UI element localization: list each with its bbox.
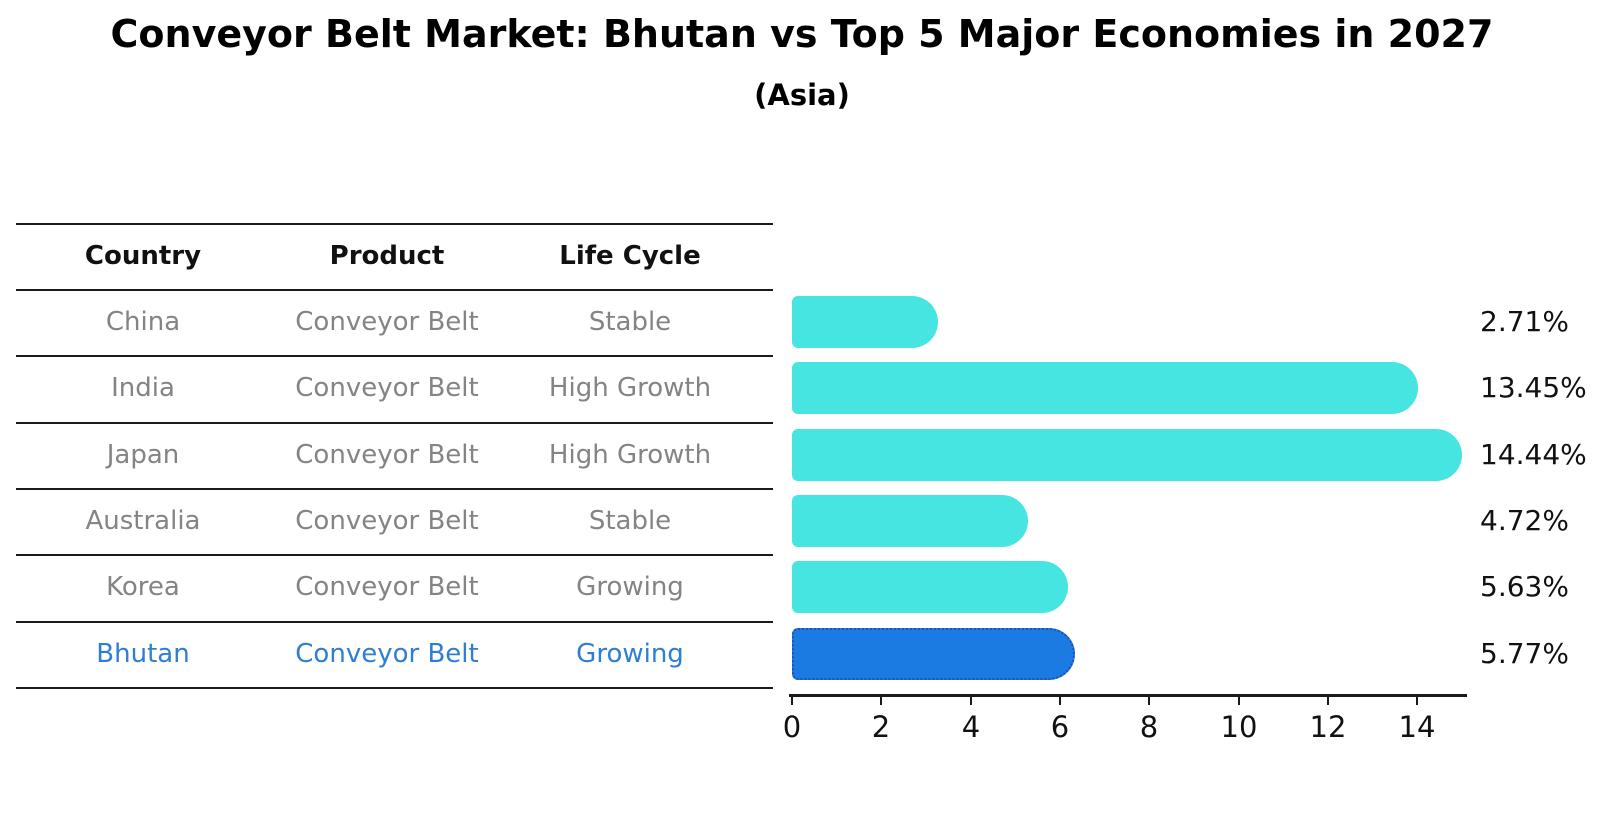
table-separator-line xyxy=(16,422,773,424)
bar-value-label-korea: 5.63% xyxy=(1480,570,1569,603)
chart-subtitle: (Asia) xyxy=(754,78,850,112)
x-tick-label: 8 xyxy=(1139,710,1159,744)
table-cell-country-china: China xyxy=(105,307,181,337)
table-cell-product-japan: Conveyor Belt xyxy=(295,439,479,470)
bar-india xyxy=(792,362,1418,414)
table-cell-life-cycle-india: High Growth xyxy=(548,373,712,404)
x-tick-label: 10 xyxy=(1220,710,1258,744)
bar-value-label-china: 2.71% xyxy=(1480,305,1569,338)
column-header-country: Country xyxy=(84,241,202,271)
table-cell-country-australia: Australia xyxy=(85,505,201,536)
table-cell-life-cycle-bhutan: Growing xyxy=(576,638,684,669)
chart-title: Conveyor Belt Market: Bhutan vs Top 5 Ma… xyxy=(110,12,1494,56)
table-cell-country-bhutan: Bhutan xyxy=(96,638,190,669)
table-cell-life-cycle-japan: High Growth xyxy=(548,439,712,470)
table-separator-line xyxy=(16,687,773,689)
table-separator-line xyxy=(16,488,773,490)
x-tick-label: 2 xyxy=(871,710,891,744)
bar-value-label-india: 13.45% xyxy=(1480,371,1587,404)
table-cell-product-bhutan: Conveyor Belt xyxy=(295,638,479,669)
table-cell-life-cycle-korea: Growing xyxy=(576,572,684,603)
bar-korea xyxy=(792,561,1068,613)
bar-japan xyxy=(792,429,1462,481)
table-cell-country-korea: Korea xyxy=(106,572,180,603)
table-separator-line xyxy=(16,355,773,357)
x-tick-label: 14 xyxy=(1398,710,1436,744)
table-separator-line xyxy=(16,554,773,556)
x-tick-label: 0 xyxy=(782,710,802,744)
x-tick-mark xyxy=(1327,695,1329,705)
x-tick-label: 12 xyxy=(1309,710,1347,744)
table-cell-product-australia: Conveyor Belt xyxy=(295,505,479,536)
x-tick-mark xyxy=(1148,695,1150,705)
bar-bhutan xyxy=(792,628,1075,680)
column-header-product: Product xyxy=(329,241,445,271)
table-cell-country-india: India xyxy=(111,373,175,404)
column-header-life-cycle: Life Cycle xyxy=(559,241,701,271)
table-cell-product-china: Conveyor Belt xyxy=(295,307,479,337)
bar-value-label-australia: 4.72% xyxy=(1480,504,1569,537)
table-cell-country-japan: Japan xyxy=(106,439,180,470)
x-tick-mark xyxy=(880,695,882,705)
table-separator-line xyxy=(16,621,773,623)
x-tick-label: 4 xyxy=(961,710,981,744)
table-cell-product-india: Conveyor Belt xyxy=(295,373,479,404)
x-tick-label: 6 xyxy=(1050,710,1070,744)
x-tick-mark xyxy=(970,695,972,705)
bar-australia xyxy=(792,495,1028,547)
bar-china xyxy=(792,296,938,348)
bar-value-label-japan: 14.44% xyxy=(1480,438,1587,471)
table-separator-line xyxy=(16,289,773,291)
bar-value-label-bhutan: 5.77% xyxy=(1480,637,1569,670)
table-cell-product-korea: Conveyor Belt xyxy=(295,572,479,603)
x-axis xyxy=(789,694,1467,697)
table-cell-life-cycle-australia: Stable xyxy=(588,505,672,536)
x-tick-mark xyxy=(1416,695,1418,705)
x-tick-mark xyxy=(791,695,793,705)
x-tick-mark xyxy=(1238,695,1240,705)
table-cell-life-cycle-china: Stable xyxy=(588,307,672,337)
table-separator-line xyxy=(16,223,773,225)
x-tick-mark xyxy=(1059,695,1061,705)
